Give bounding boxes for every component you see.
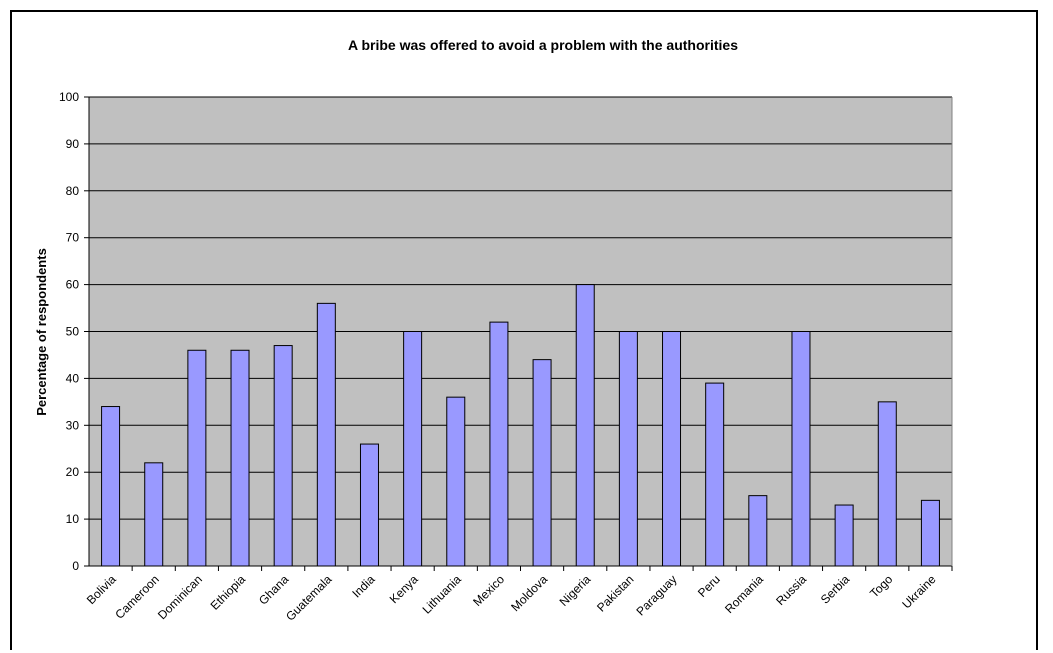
- x-tick-label: Moldova: [508, 572, 550, 614]
- bar-serbia: [834, 504, 854, 567]
- bar-pakistan: [618, 331, 638, 567]
- x-tick-label: Paraguay: [633, 572, 679, 618]
- bar-romania: [748, 495, 768, 567]
- x-tick-label: India: [349, 572, 378, 601]
- y-tick-label: 0: [72, 559, 79, 573]
- x-tick-label: Nigeria: [557, 572, 594, 609]
- x-tick-label: Bolivia: [84, 572, 119, 607]
- y-tick-label: 20: [66, 465, 80, 479]
- y-tick-label: 10: [66, 512, 80, 526]
- y-axis-label: Percentage of respondents: [34, 248, 49, 416]
- bar-kenya: [403, 331, 423, 567]
- x-tick-label: Serbia: [818, 572, 853, 607]
- y-tick-label: 100: [59, 90, 79, 104]
- x-tick-label: Peru: [695, 572, 723, 600]
- bar-ethiopia: [230, 349, 250, 567]
- x-tick-label: Lithuania: [420, 572, 465, 617]
- x-tick-label: Guatemala: [283, 572, 335, 624]
- y-tick-label: 40: [66, 371, 80, 385]
- bar-ghana: [273, 345, 293, 567]
- bar-india: [359, 443, 379, 567]
- y-tick-label: 90: [66, 137, 80, 151]
- bar-peru: [705, 382, 725, 567]
- bar-togo: [877, 401, 897, 567]
- x-tick-label: Ukraine: [899, 572, 938, 611]
- bar-nigeria: [575, 284, 595, 567]
- bar-lithuania: [446, 396, 466, 567]
- bar-mexico: [489, 321, 509, 567]
- x-tick-label: Romania: [722, 572, 766, 616]
- y-tick-label: 30: [66, 418, 80, 432]
- x-tick-label: Cameroon: [112, 572, 162, 622]
- y-tick-label: 50: [66, 325, 80, 339]
- x-tick-label: Dominican: [155, 572, 205, 622]
- bar-moldova: [532, 359, 552, 567]
- y-tick-label: 60: [66, 278, 80, 292]
- bar-paraguay: [662, 331, 682, 567]
- bar-russia: [791, 331, 811, 567]
- x-tick-label: Russia: [773, 572, 809, 608]
- x-tick-label: Mexico: [470, 572, 507, 609]
- x-tick-label: Kenya: [387, 572, 421, 606]
- y-tick-label: 80: [66, 184, 80, 198]
- x-tick-label: Togo: [867, 572, 896, 601]
- axes: [84, 96, 953, 571]
- bar-bolivia: [101, 406, 121, 567]
- y-tick-labels: 0 10 20 30 40 50 60 70 80 90 100: [59, 90, 79, 573]
- x-tick-label: Ethiopia: [208, 572, 249, 613]
- bar-dominican: [187, 349, 207, 567]
- x-tick-label: Pakistan: [594, 572, 636, 614]
- bar-guatemala: [316, 302, 336, 567]
- x-tick-label: Ghana: [256, 572, 292, 608]
- chart-title: A bribe was offered to avoid a problem w…: [348, 37, 738, 53]
- y-tick-label: 70: [66, 231, 80, 245]
- bar-ukraine: [920, 499, 940, 567]
- bar-cameroon: [144, 462, 164, 567]
